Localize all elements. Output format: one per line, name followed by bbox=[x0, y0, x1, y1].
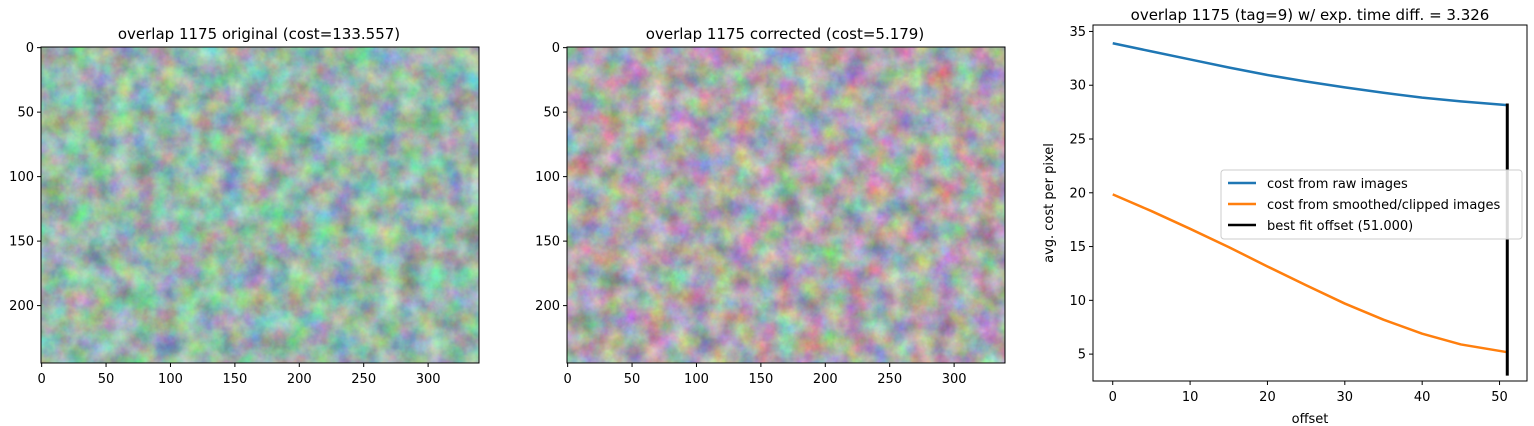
y-tick-label: 100 bbox=[535, 170, 560, 185]
y-tick-label: 200 bbox=[9, 299, 34, 314]
y-tick-label: 10 bbox=[1069, 294, 1086, 309]
x-tick-label: 150 bbox=[222, 372, 247, 387]
corrected-image bbox=[567, 47, 1005, 363]
corrected-image-frame bbox=[566, 46, 1006, 364]
legend: cost from raw images cost from smoothed/… bbox=[1220, 169, 1523, 240]
corrected-x-axis: 0 50 100 150 200 250 300 bbox=[564, 363, 967, 387]
corrected-image-panel: overlap 1175 corrected (cost=5.179) 0 50 1… bbox=[535, 25, 1006, 387]
y-tick-label: 5 bbox=[1078, 348, 1086, 363]
x-tick-label: 20 bbox=[1259, 390, 1276, 405]
cost-line-chart: overlap 1175 (tag=9) w/ exp. time diff. … bbox=[1042, 6, 1528, 426]
x-tick-label: 300 bbox=[416, 372, 441, 387]
x-tick-label: 0 bbox=[1109, 390, 1117, 405]
original-image-panel: overlap 1175 original (cost=133.557) 0 50… bbox=[9, 25, 480, 387]
x-tick-label: 50 bbox=[624, 372, 641, 387]
x-tick-label: 100 bbox=[684, 372, 709, 387]
y-tick-label: 200 bbox=[535, 299, 560, 314]
line-x-axis: 0 10 20 30 40 50 bbox=[1109, 381, 1508, 405]
y-tick-label: 0 bbox=[552, 41, 560, 56]
line-y-axis: 5 10 15 20 25 30 35 bbox=[1069, 25, 1093, 363]
x-tick-label: 30 bbox=[1337, 390, 1354, 405]
y-tick-label: 25 bbox=[1069, 133, 1086, 148]
y-tick-label: 50 bbox=[17, 106, 34, 121]
corrected-image-title: overlap 1175 corrected (cost=5.179) bbox=[646, 25, 924, 43]
y-tick-label: 15 bbox=[1069, 240, 1086, 255]
y-tick-label: 150 bbox=[535, 235, 560, 250]
y-tick-label: 50 bbox=[543, 106, 560, 121]
y-tick-label: 150 bbox=[9, 235, 34, 250]
x-tick-label: 0 bbox=[38, 372, 46, 387]
legend-label-best-fit: best fit offset (51.000) bbox=[1267, 219, 1413, 234]
y-tick-label: 35 bbox=[1069, 25, 1086, 40]
y-tick-label: 100 bbox=[9, 170, 34, 185]
x-axis-label: offset bbox=[1292, 412, 1329, 426]
x-tick-label: 10 bbox=[1182, 390, 1199, 405]
corrected-y-axis: 0 50 100 150 200 bbox=[535, 41, 567, 314]
x-tick-label: 0 bbox=[564, 372, 572, 387]
series-line-1 bbox=[1112, 193, 1508, 354]
legend-label-smoothed: cost from smoothed/clipped images bbox=[1267, 198, 1501, 213]
x-tick-label: 50 bbox=[98, 372, 115, 387]
x-tick-label: 40 bbox=[1414, 390, 1431, 405]
series-line-0 bbox=[1112, 42, 1508, 107]
x-tick-label: 200 bbox=[813, 372, 838, 387]
original-image-frame bbox=[40, 46, 480, 364]
x-tick-label: 250 bbox=[351, 372, 376, 387]
legend-label-raw: cost from raw images bbox=[1267, 177, 1408, 192]
x-tick-label: 250 bbox=[877, 372, 902, 387]
x-tick-label: 150 bbox=[748, 372, 773, 387]
x-tick-label: 200 bbox=[287, 372, 312, 387]
x-tick-label: 100 bbox=[158, 372, 183, 387]
original-y-axis: 0 50 100 150 200 bbox=[9, 41, 41, 314]
x-tick-label: 300 bbox=[942, 372, 967, 387]
x-tick-label: 50 bbox=[1491, 390, 1508, 405]
original-image bbox=[41, 47, 479, 363]
y-tick-label: 30 bbox=[1069, 79, 1086, 94]
y-tick-label: 0 bbox=[26, 41, 34, 56]
line-series bbox=[1112, 42, 1509, 376]
y-tick-label: 20 bbox=[1069, 186, 1086, 201]
legend-box bbox=[1220, 169, 1523, 240]
line-chart-title: overlap 1175 (tag=9) w/ exp. time diff. … bbox=[1131, 6, 1490, 24]
original-x-axis: 0 50 100 150 200 250 300 bbox=[38, 363, 441, 387]
line-chart-frame bbox=[1092, 24, 1528, 382]
y-axis-label: avg. cost per pixel bbox=[1042, 143, 1057, 263]
original-image-title: overlap 1175 original (cost=133.557) bbox=[118, 25, 400, 43]
